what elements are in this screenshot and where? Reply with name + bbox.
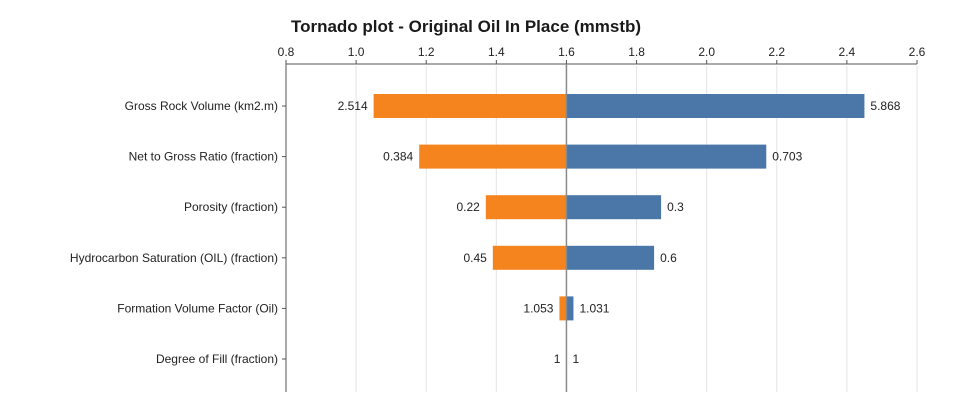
value-label-low: 0.45 [463,251,487,265]
value-label-low: 2.514 [338,99,368,113]
value-label-low: 1 [554,352,561,366]
x-tick-label: 1.4 [488,45,505,59]
bar-high [566,195,662,220]
x-tick-label: 2.4 [839,45,856,59]
x-tick-label: 2.6 [909,45,926,59]
value-label-high: 1.031 [579,301,609,315]
value-label-high: 5.868 [870,99,900,113]
x-tick-label: 1.2 [418,45,435,59]
bar-low [559,296,567,321]
value-label-low: 0.22 [456,200,480,214]
category-label: Formation Volume Factor (Oil) [117,301,278,315]
value-label-low: 1.053 [523,301,553,315]
category-label: Degree of Fill (fraction) [156,352,278,366]
value-label-low: 0.384 [383,150,413,164]
category-label: Porosity (fraction) [184,200,278,214]
category-label: Gross Rock Volume (km2.m) [125,99,278,113]
value-label-high: 1 [572,352,579,366]
bar-high [566,245,655,270]
chart-title: Tornado plot - Original Oil In Place (mm… [291,17,641,36]
value-label-high: 0.703 [772,150,802,164]
category-axis: Gross Rock Volume (km2.m) Net to Gross Ra… [70,64,287,392]
x-axis: 0.8 1.0 1.2 1.4 1.6 1.8 2.0 2.2 2.4 2.6 [278,45,926,65]
x-tick-label: 1.8 [628,45,645,59]
bar-high [566,296,574,321]
value-labels-layer: 2.514 5.868 0.384 0.703 0.22 0.3 0.45 0.6 1.053 1… [338,99,901,366]
bar-low [373,94,567,118]
x-tick-label: 1.0 [348,45,365,59]
x-tick-label: 2.0 [698,45,715,59]
x-tick-label: 1.6 [558,45,575,59]
bar-low [419,144,567,169]
bar-low [492,245,567,270]
x-tick-label: 2.2 [768,45,785,59]
x-tick-label: 0.8 [278,45,295,59]
value-label-high: 0.6 [660,251,677,265]
category-label: Net to Gross Ratio (fraction) [129,150,278,164]
bar-low [485,195,567,220]
value-label-high: 0.3 [667,200,684,214]
bar-high [566,144,767,169]
bar-high [566,94,865,118]
bars-layer [373,64,865,392]
category-label: Hydrocarbon Saturation (OIL) (fraction) [70,251,278,265]
